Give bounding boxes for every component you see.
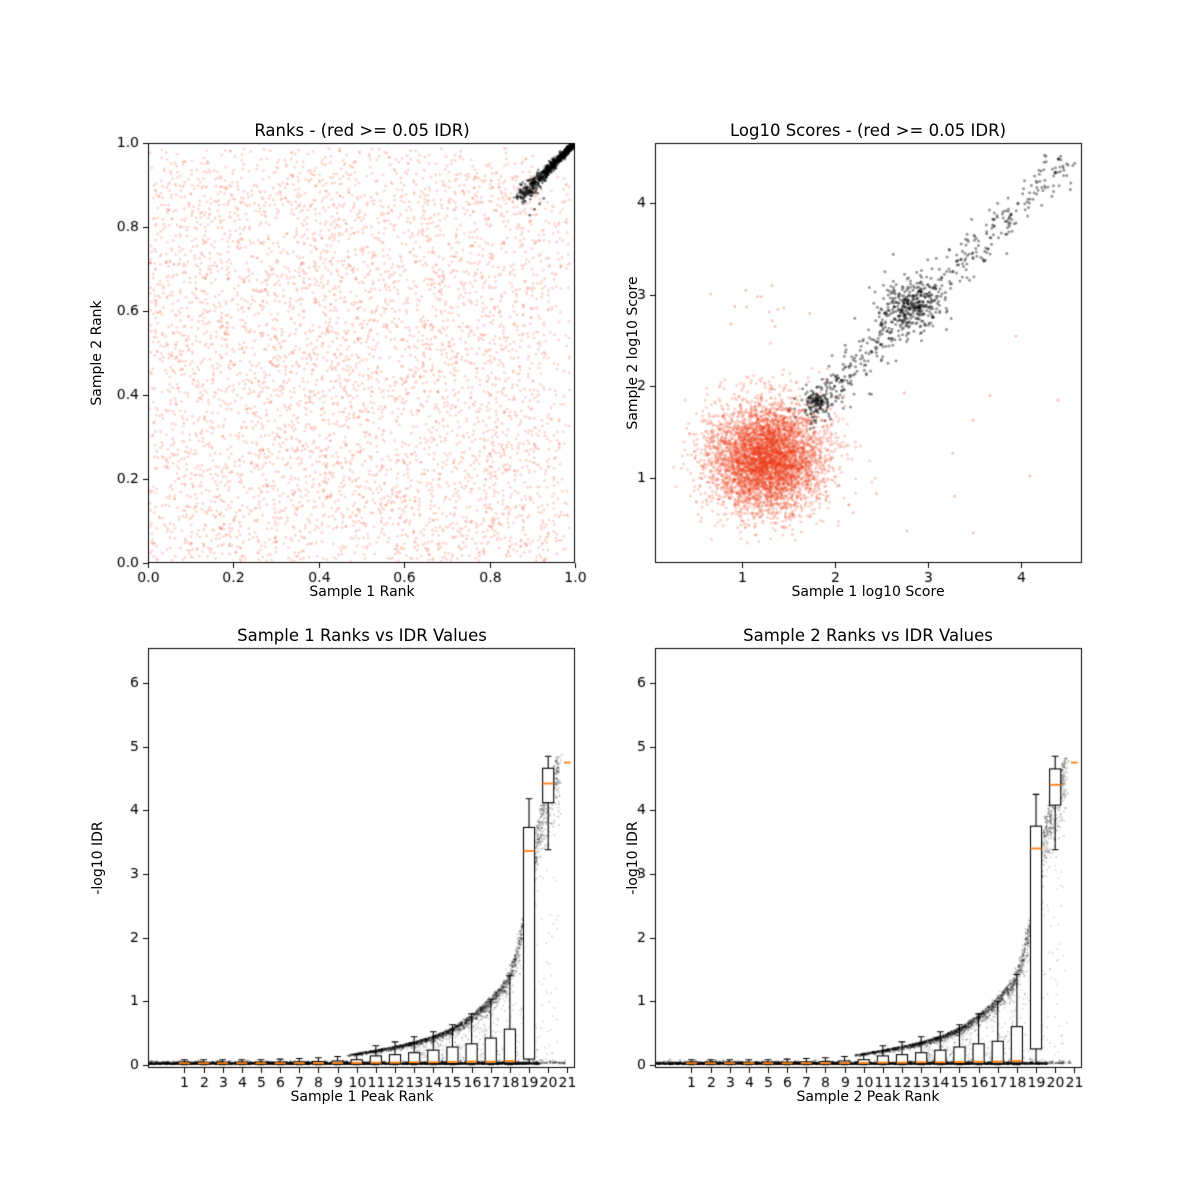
sample2-idr-x-axis-label: Sample 2 Peak Rank xyxy=(796,1089,940,1105)
ranks-plot-title: Ranks - (red >= 0.05 IDR) xyxy=(254,121,470,140)
sample1-idr-y-axis-label: -log10 IDR xyxy=(90,821,106,895)
scores-x-axis-label: Sample 1 log10 Score xyxy=(791,584,945,600)
scores-y-axis-label: Sample 2 log10 Score xyxy=(625,276,641,430)
sample1-idr-x-axis-label: Sample 1 Peak Rank xyxy=(290,1089,434,1105)
sample1-idr-plot-title: Sample 1 Ranks vs IDR Values xyxy=(237,626,487,645)
scores-plot-title: Log10 Scores - (red >= 0.05 IDR) xyxy=(729,121,1007,140)
ranks-y-axis-label: Sample 2 Rank xyxy=(89,300,105,406)
sample2-idr-plot-title: Sample 2 Ranks vs IDR Values xyxy=(743,626,993,645)
ranks-x-axis-label: Sample 1 Rank xyxy=(309,584,415,600)
sample2-idr-y-axis-label: -log10 IDR xyxy=(625,821,641,895)
